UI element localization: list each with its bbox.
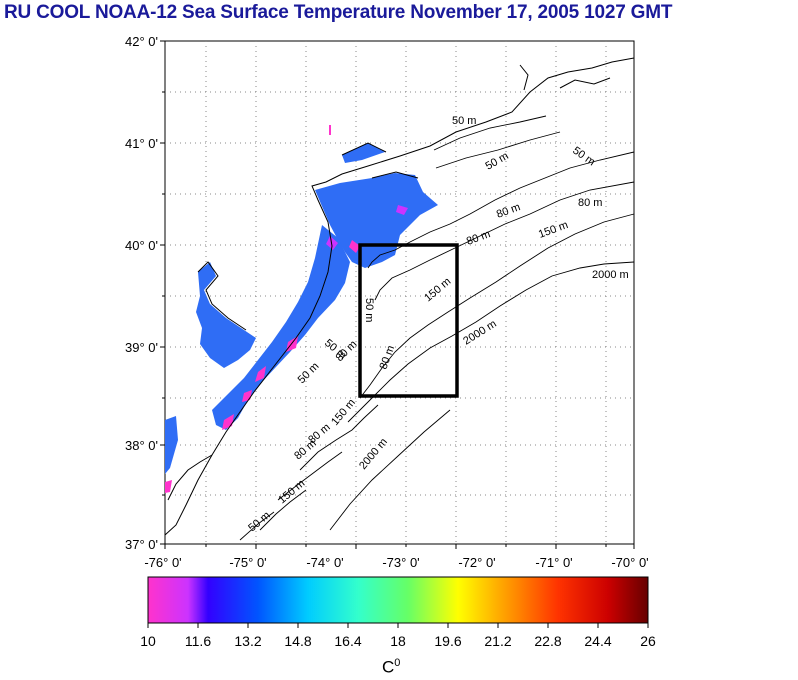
colorbar — [147, 576, 649, 624]
lon-label: -71° 0' — [535, 555, 572, 570]
sst-data — [165, 125, 438, 493]
colorbar-label: 22.8 — [534, 633, 562, 649]
contour-label: 2000 m — [592, 269, 629, 281]
colorbar-unit: C0 — [382, 657, 400, 678]
colorbar-label: 26 — [640, 633, 656, 649]
colorbar-label: 19.6 — [434, 633, 462, 649]
colorbar-ticks — [147, 623, 649, 628]
lon-label: -75° 0' — [229, 555, 266, 570]
contour-label: 50 m — [452, 115, 476, 127]
colorbar-label: 21.2 — [484, 633, 512, 649]
lat-label: 40° 0' — [125, 238, 158, 253]
lat-label: 38° 0' — [125, 438, 158, 453]
unit-text: C — [382, 657, 395, 677]
lon-label: -72° 0' — [458, 555, 495, 570]
colorbar-label: 18 — [390, 633, 406, 649]
lat-label: 42° 0' — [125, 34, 158, 49]
axis-ticks — [160, 40, 635, 549]
contour-label: 50 m — [363, 298, 375, 322]
colorbar-label: 10 — [140, 633, 156, 649]
latitude-labels: 42° 0' 41° 0' 40° 0' 39° 0' 38° 0' 37° 0… — [125, 34, 158, 552]
grid — [165, 41, 634, 544]
study-area-box — [358, 243, 459, 398]
colorbar-label: 16.4 — [334, 633, 362, 649]
lon-label: -76° 0' — [144, 555, 181, 570]
map-title: RU COOL NOAA-12 Sea Surface Temperature … — [4, 2, 673, 23]
plot-frame — [164, 40, 635, 545]
lon-label: -70° 0' — [611, 555, 648, 570]
bathymetry-contours — [239, 115, 635, 541]
lat-label: 37° 0' — [125, 537, 158, 552]
coastline — [164, 57, 635, 536]
contour-label: 80 m — [578, 197, 602, 209]
lon-label: -74° 0' — [306, 555, 343, 570]
lat-label: 41° 0' — [125, 136, 158, 151]
colorbar-label: 14.8 — [284, 633, 312, 649]
colorbar-label: 11.6 — [184, 633, 212, 649]
colorbar-label: 24.4 — [584, 633, 612, 649]
longitude-labels: -76° 0' -75° 0' -74° 0' -73° 0' -72° 0' … — [144, 555, 648, 570]
lon-label: -73° 0' — [382, 555, 419, 570]
unit-superscript: 0 — [394, 657, 401, 669]
colorbar-label: 13.2 — [234, 633, 262, 649]
lat-label: 39° 0' — [125, 340, 158, 355]
